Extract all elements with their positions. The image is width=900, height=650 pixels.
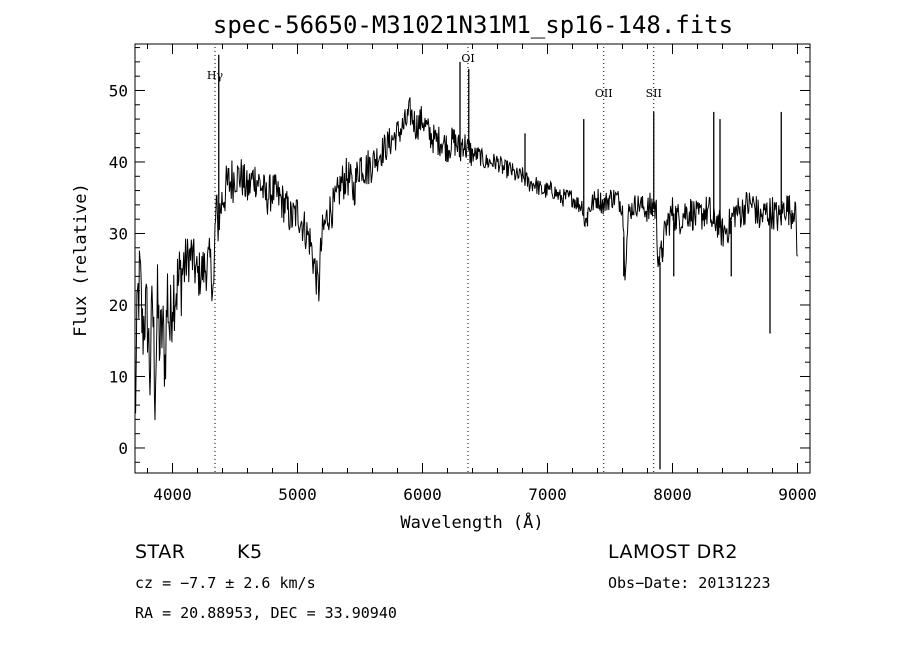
x-axis-ticks: 4000 5000 6000 7000 8000 9000	[147, 44, 817, 504]
redshift-cz: cz = −7.7 ± 2.6 km/s	[135, 574, 316, 592]
x-tick-label: 9000	[778, 485, 817, 504]
spectral-subclass: K5	[237, 541, 263, 563]
x-tick-label: 4000	[153, 485, 192, 504]
observation-date: Obs−Date: 20131223	[608, 574, 771, 592]
y-tick-label: 0	[118, 439, 128, 458]
x-tick-label: 8000	[653, 485, 692, 504]
y-tick-label: 40	[109, 153, 128, 172]
line-label: OII	[595, 87, 613, 100]
chart-title: spec-56650-M31021N31M1_sp16-148.fits	[213, 11, 733, 39]
survey-name: LAMOST DR2	[608, 541, 738, 563]
coordinates: RA = 20.88953, DEC = 33.90940	[135, 604, 397, 622]
object-type: STAR	[135, 541, 185, 563]
y-axis-ticks: 0 10 20 30 40 50	[109, 47, 810, 463]
line-label: SII	[646, 87, 662, 100]
emission-line-markers: Hγ OI OII SII	[207, 47, 662, 473]
x-axis-label: Wavelength (Å)	[400, 511, 543, 533]
y-tick-label: 10	[109, 367, 128, 386]
x-tick-label: 7000	[528, 485, 567, 504]
plot-frame	[134, 43, 811, 474]
y-tick-label: 30	[109, 224, 128, 243]
spectrum-spikes	[218, 54, 782, 470]
x-tick-label: 5000	[278, 485, 317, 504]
y-tick-label: 50	[109, 81, 128, 100]
x-tick-label: 6000	[403, 485, 442, 504]
y-tick-label: 20	[109, 296, 128, 315]
y-axis-label: Flux (relative)	[71, 183, 91, 337]
line-label: OI	[461, 52, 474, 65]
line-label: Hγ	[207, 69, 224, 82]
spectrum-line	[134, 97, 798, 421]
plot-area: Hγ OI OII SII 4000 5000 6000 7000 8000 9000 0 10 2…	[109, 43, 817, 504]
